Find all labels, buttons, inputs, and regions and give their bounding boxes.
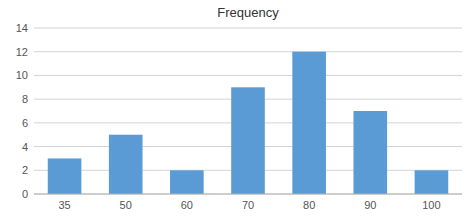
bar	[48, 158, 82, 194]
x-tick-label: 80	[303, 199, 315, 211]
x-tick-label: 70	[242, 199, 254, 211]
x-tick-label: 35	[58, 199, 70, 211]
x-axis-line	[34, 194, 462, 195]
x-tick-label: 100	[422, 199, 440, 211]
y-tick-label: 12	[16, 46, 28, 58]
bar	[109, 135, 143, 194]
grid	[34, 28, 462, 194]
y-tick-label: 2	[22, 164, 28, 176]
grid-line	[34, 194, 462, 195]
bar	[170, 170, 204, 194]
bar	[231, 87, 265, 194]
title: Frequency	[217, 5, 279, 20]
y-tick-label: 8	[22, 93, 28, 105]
y-tick-label: 14	[16, 22, 28, 34]
x-tick-label: 90	[364, 199, 376, 211]
y-tick-label: 0	[22, 188, 28, 200]
y-tick-label: 4	[22, 141, 28, 153]
y-tick-label: 10	[16, 69, 28, 81]
grid-line	[34, 28, 462, 29]
x-tick-label: 50	[120, 199, 132, 211]
chart: Frequency 0 2 4 6 8 10 12 14 35 50 60 70 80 90 100	[0, 0, 474, 218]
bars	[48, 52, 448, 194]
page: {"chart_data": {"type": "bar", "title": …	[0, 0, 474, 218]
bar	[353, 111, 387, 194]
y-tick-label: 6	[22, 117, 28, 129]
x-tick-label: 60	[181, 199, 193, 211]
grid-line	[34, 75, 462, 76]
bar	[292, 52, 326, 194]
bar	[415, 170, 449, 194]
chart-container: Frequency 0 2 4 6 8 10 12 14 35 50 60 70 80 90 100	[0, 0, 474, 218]
grid-line	[34, 51, 462, 52]
